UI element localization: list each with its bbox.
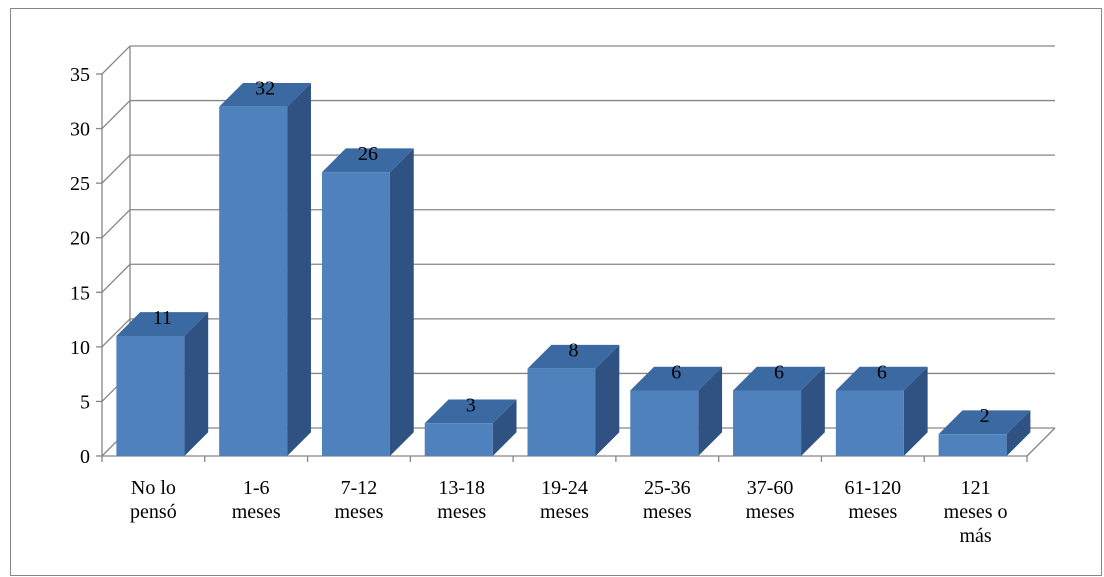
x-category-label-line: 37-60 xyxy=(747,477,794,499)
gridline-depth xyxy=(101,318,131,348)
bar-front-face xyxy=(424,423,493,456)
bar-top-face xyxy=(527,344,620,369)
bar-top-face xyxy=(321,148,414,173)
x-category-label: 7-12 meses xyxy=(334,477,383,523)
data-label: 2 xyxy=(980,405,990,427)
x-category-label-line: meses xyxy=(746,501,795,523)
bar-front-face xyxy=(938,434,1007,456)
x-category-label: 121 meses o más xyxy=(944,477,1008,547)
bar-side-face xyxy=(698,366,723,456)
y-tick-label: 25 xyxy=(70,173,90,195)
x-category-label-line: 13-18 xyxy=(438,477,485,499)
bar-side-face xyxy=(492,399,517,456)
x-category-label-line: 1-6 xyxy=(243,477,270,499)
bar-top-face xyxy=(938,410,1031,435)
bar-top-face xyxy=(835,366,928,391)
y-tick-label: 20 xyxy=(70,228,90,250)
bar-side-face xyxy=(184,312,209,456)
gridline-depth xyxy=(101,263,131,293)
x-category-label-line: meses xyxy=(232,501,281,523)
x-category-label-line: pensó xyxy=(130,501,177,523)
bar-top-face xyxy=(733,366,825,391)
floor-edge-right xyxy=(1026,427,1056,457)
bar xyxy=(835,366,928,456)
y-tick-label: 15 xyxy=(70,282,90,304)
x-category-label-line: 61-120 xyxy=(844,477,901,499)
bar xyxy=(116,312,209,456)
x-category-label-line: 25-36 xyxy=(644,477,691,499)
gridline-depth xyxy=(101,154,131,184)
bar-side-face xyxy=(903,366,928,456)
chart-frame xyxy=(10,8,1102,576)
x-category-label: 13-18 meses xyxy=(437,477,486,523)
gridline-depth xyxy=(101,100,131,130)
x-category-label: 61-120 meses xyxy=(844,477,901,523)
y-tick-label: 0 xyxy=(80,446,90,468)
x-category-label-line: más xyxy=(960,525,992,547)
y-tick-label: 30 xyxy=(70,119,90,141)
bar-side-face xyxy=(801,366,825,456)
data-label: 6 xyxy=(877,362,887,384)
x-category-label-line: meses o xyxy=(944,501,1008,523)
y-tick-label: 35 xyxy=(70,64,90,86)
x-category-label: 1-6 meses xyxy=(232,477,281,523)
gridline-depth xyxy=(101,45,131,75)
bar xyxy=(424,399,517,456)
data-label: 32 xyxy=(255,78,275,100)
x-category-label-line: 121 xyxy=(961,477,991,499)
data-label: 26 xyxy=(358,143,378,165)
bars-group xyxy=(116,82,1031,456)
x-category-label-line: meses xyxy=(848,501,897,523)
x-category-label-line: No lo xyxy=(131,477,176,499)
bar xyxy=(938,410,1031,456)
data-label: 8 xyxy=(569,340,579,362)
bar xyxy=(630,366,723,456)
bar-top-face xyxy=(630,366,723,391)
bar-front-face xyxy=(116,335,185,456)
bar-side-face xyxy=(595,344,620,456)
bar-top-face xyxy=(219,82,311,107)
bar-front-face xyxy=(835,390,904,456)
x-category-label: 19-24 meses xyxy=(540,477,589,523)
bar-side-face xyxy=(287,82,311,456)
y-ticks-group: 0 5 10 15 20 25 30 35 xyxy=(70,64,1028,468)
bar-front-face xyxy=(321,172,390,456)
bar-front-face xyxy=(630,390,699,456)
bar xyxy=(527,344,620,456)
bar-top-face xyxy=(116,312,209,336)
bar-side-face xyxy=(1006,410,1031,456)
x-category-label-line: 19-24 xyxy=(541,477,588,499)
data-label: 6 xyxy=(671,362,681,384)
x-category-label-line: meses xyxy=(334,501,383,523)
x-category-label: 25-36 meses xyxy=(643,477,692,523)
bar-top-face xyxy=(424,399,517,424)
bar xyxy=(733,366,825,456)
gridline-depth xyxy=(101,209,131,239)
x-category-label-line: meses xyxy=(643,501,692,523)
x-category-label-line: 7-12 xyxy=(341,477,378,499)
bar-front-face xyxy=(527,368,596,456)
bar-side-face xyxy=(389,148,414,456)
data-label: 11 xyxy=(153,307,172,329)
x-category-label: No lo pensó xyxy=(130,477,177,523)
data-labels-group: 11 32 26 3 8 6 6 6 2 xyxy=(153,78,990,427)
y-tick-label: 10 xyxy=(70,337,90,359)
y-tick-label: 5 xyxy=(80,391,90,413)
x-category-label-line: meses xyxy=(540,501,589,523)
data-label: 3 xyxy=(466,394,476,416)
bar xyxy=(219,82,311,456)
x-category-label: 37-60 meses xyxy=(746,477,795,523)
bar-front-face xyxy=(733,390,802,456)
bar xyxy=(321,148,414,456)
x-category-label-line: meses xyxy=(437,501,486,523)
bar-front-face xyxy=(219,106,288,456)
data-label: 6 xyxy=(774,362,784,384)
